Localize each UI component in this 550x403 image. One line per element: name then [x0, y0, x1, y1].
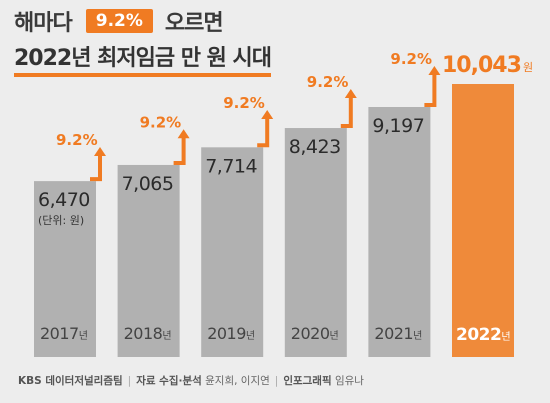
footer-research-label: 자료 수집·분석: [136, 375, 202, 387]
bar-3: [284, 128, 347, 357]
title-prefix: 해마다: [14, 11, 73, 36]
growth-arrow-1: [173, 137, 186, 165]
growth-arrowhead-4: [428, 66, 441, 75]
growth-arrowhead-2: [261, 110, 274, 120]
value-label-5: 10,043: [442, 53, 521, 78]
bar-5: [452, 84, 514, 357]
bar-1: [117, 164, 180, 357]
footer-org: KBS 데이터저널리즘팀: [18, 375, 123, 387]
growth-arrowhead-3: [344, 88, 357, 98]
growth-arrowhead-1: [177, 129, 190, 139]
footer-separator: |: [274, 375, 279, 387]
footer-graphic-name: 임유나: [334, 375, 364, 387]
growth-label-3: 9.2%: [307, 73, 349, 91]
title-area: 해마다 9.2% 오르면 2022년 최저임금 만 원 시대: [14, 6, 272, 77]
value-label-3: 8,423: [289, 136, 341, 158]
category-label-1: 2018년: [124, 324, 172, 343]
title-suffix: 오르면: [164, 11, 224, 36]
growth-label-0: 9.2%: [56, 131, 98, 149]
unit-note: (단위: 원): [38, 214, 84, 227]
growth-label-4: 9.2%: [390, 50, 432, 68]
footer-separator: |: [127, 375, 132, 387]
value-unit-label: 원: [523, 61, 533, 74]
value-label-1: 7,065: [122, 173, 174, 195]
category-label-4: 2021년: [374, 324, 422, 343]
category-label-2: 2019년: [207, 324, 255, 343]
growth-label-2: 9.2%: [223, 94, 265, 112]
growth-arrow-4: [424, 74, 437, 107]
bar-2: [201, 147, 264, 357]
value-label-4: 9,197: [372, 115, 424, 137]
title-line1: 해마다 9.2% 오르면: [14, 6, 271, 36]
growth-arrow-2: [257, 118, 270, 148]
category-label-5: 2022년: [456, 325, 510, 345]
growth-label-1: 9.2%: [140, 113, 182, 131]
title-badge: 9.2%: [85, 9, 153, 33]
growth-arrow-3: [340, 96, 353, 129]
growth-arrow-0: [90, 154, 102, 182]
value-label-2: 7,714: [205, 155, 257, 177]
bar-0: [34, 181, 96, 357]
footer-graphic-label: 인포그래픽: [283, 375, 332, 387]
category-label-0: 2017년: [40, 324, 88, 343]
category-label-3: 2020년: [291, 324, 339, 343]
bar-4: [368, 106, 431, 357]
growth-arrowhead-0: [94, 146, 106, 156]
value-label-0: 6,470: [38, 189, 90, 211]
footer-research-names: 윤지희, 이지연: [205, 375, 270, 387]
page-title: 2022년 최저임금 만 원 시대: [14, 40, 272, 77]
credits-footer: KBS 데이터저널리즘팀 | 자료 수집·분석 윤지희, 이지연 | 인포그래픽 임유나: [18, 373, 364, 388]
